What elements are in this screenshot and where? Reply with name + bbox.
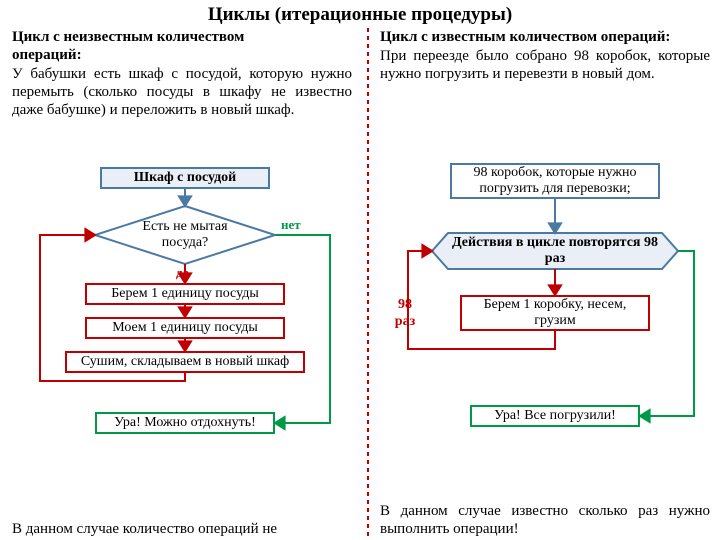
right-step-label: Берем 1 коробку, несем, грузим	[462, 297, 648, 329]
right-done-box: Ура! Все погрузили!	[470, 405, 640, 427]
left-start-label: Шкаф с посудой	[134, 170, 237, 186]
left-step3-label: Сушим, складываем в новый шкаф	[81, 354, 289, 370]
left-step2-label: Моем 1 единицу посуды	[112, 320, 257, 336]
loop-count-label: 98 раз	[390, 297, 420, 331]
connectors-layer	[0, 0, 720, 540]
left-step1-box: Берем 1 единицу посуды	[85, 283, 285, 305]
left-done-label: Ура! Можно отдохнуть!	[114, 415, 256, 431]
left-decision-text: Есть не мытая посуда?	[125, 219, 245, 251]
right-start-label: 98 коробок, которые нужно погрузить для …	[452, 165, 658, 197]
right-step-box: Берем 1 коробку, несем, грузим	[460, 295, 650, 331]
left-decision-label: Есть не мытая посуда?	[125, 217, 245, 253]
left-step2-box: Моем 1 единицу посуды	[85, 317, 285, 339]
right-done-label: Ура! Все погрузили!	[494, 408, 616, 424]
left-step1-label: Берем 1 единицу посуды	[111, 286, 258, 302]
left-start-box: Шкаф с посудой	[100, 167, 270, 189]
left-done-box: Ура! Можно отдохнуть!	[95, 412, 275, 434]
right-header-text: Действия в цикле повторятся 98 раз	[446, 235, 664, 267]
left-step3-box: Сушим, складываем в новый шкаф	[65, 351, 305, 373]
right-header-label: Действия в цикле повторятся 98 раз	[446, 233, 664, 269]
yes-label: да	[176, 265, 189, 281]
no-label: нет	[281, 217, 301, 233]
right-start-box: 98 коробок, которые нужно погрузить для …	[450, 163, 660, 199]
